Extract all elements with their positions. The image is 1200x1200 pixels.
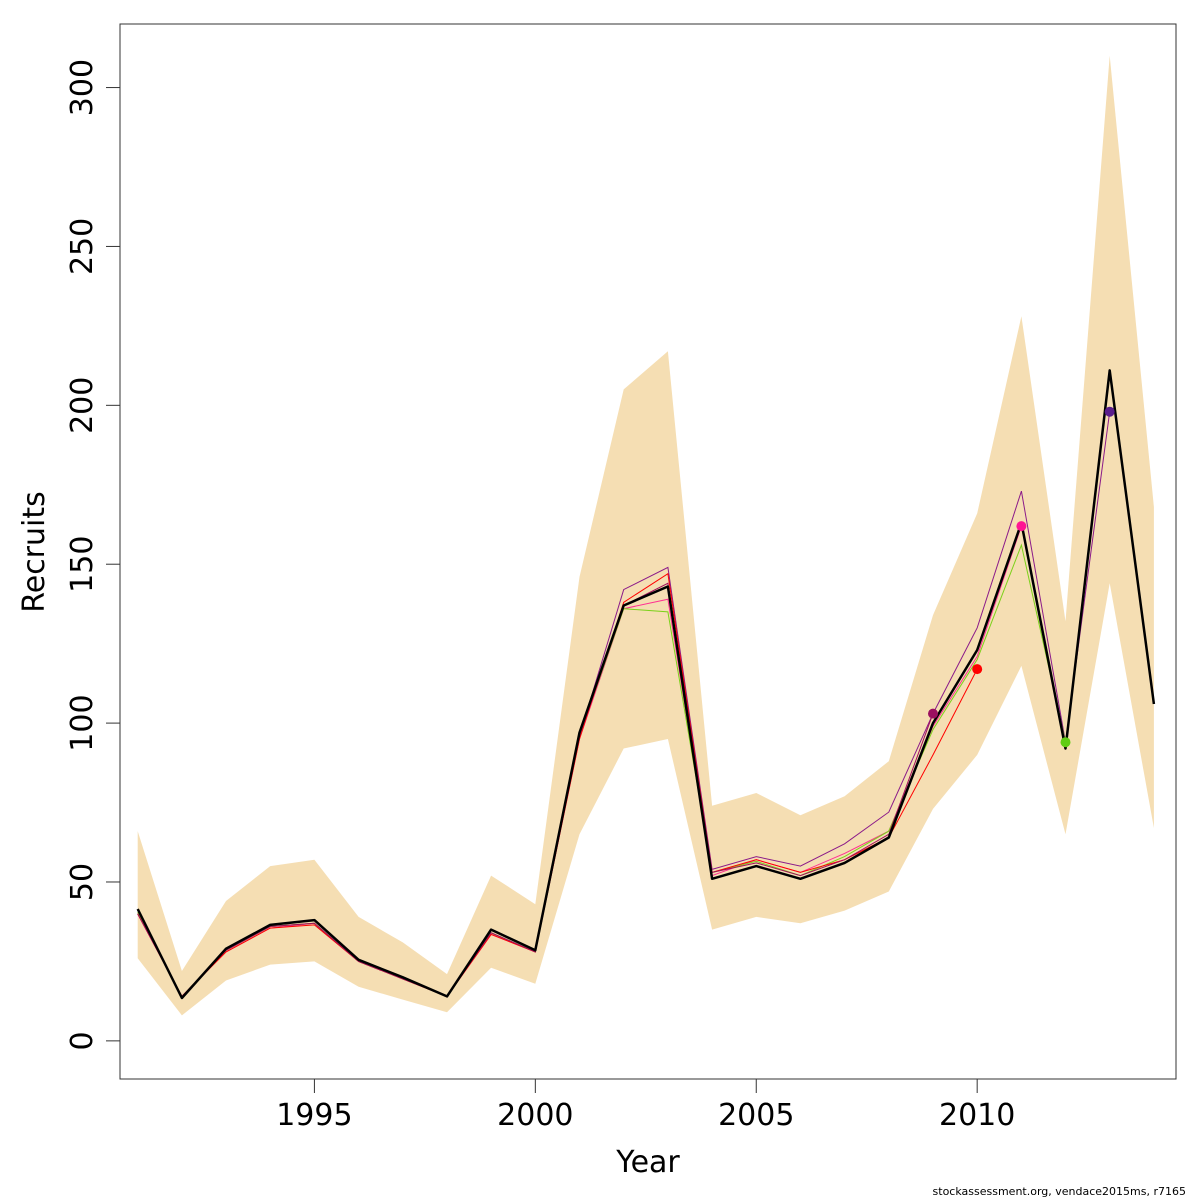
- y-axis-title: Recruits: [17, 491, 52, 613]
- retrospective-point-5: [928, 708, 938, 719]
- retrospective-point-4: [972, 664, 983, 675]
- y-tick-label-0: 0: [65, 1031, 100, 1050]
- x-axis: 1995 2000 2005 2010: [276, 1078, 1015, 1133]
- x-tick-label-2000: 2000: [497, 1098, 573, 1133]
- x-tick-label-2010: 2010: [939, 1098, 1015, 1133]
- footer-credit: stockassessment.org, vendace2015ms, r716…: [932, 1185, 1186, 1198]
- retrospective-point-3: [1060, 737, 1071, 748]
- main-series-line: [136, 369, 1156, 1000]
- y-tick-label-200: 200: [65, 377, 100, 434]
- main-line-layer: [136, 369, 1156, 1000]
- retrospective-line-5: [137, 582, 934, 998]
- y-axis: 0 50 100 150 200 250 300: [65, 59, 121, 1050]
- x-tick-label-1995: 1995: [276, 1098, 352, 1133]
- y-tick-label-100: 100: [65, 694, 100, 751]
- x-axis-title: Year: [615, 1145, 680, 1180]
- y-tick-label-300: 300: [65, 59, 100, 116]
- y-tick-label-150: 150: [65, 536, 100, 593]
- x-tick-label-2005: 2005: [718, 1098, 794, 1133]
- y-tick-label-50: 50: [65, 863, 100, 901]
- retrospective-point-1: [1104, 406, 1115, 417]
- y-tick-label-250: 250: [65, 218, 100, 275]
- retrospective-points-layer: [928, 406, 1115, 748]
- confidence-band-layer: [137, 55, 1154, 1016]
- retrospective-point-2: [1016, 521, 1027, 532]
- confidence-band: [137, 55, 1154, 1016]
